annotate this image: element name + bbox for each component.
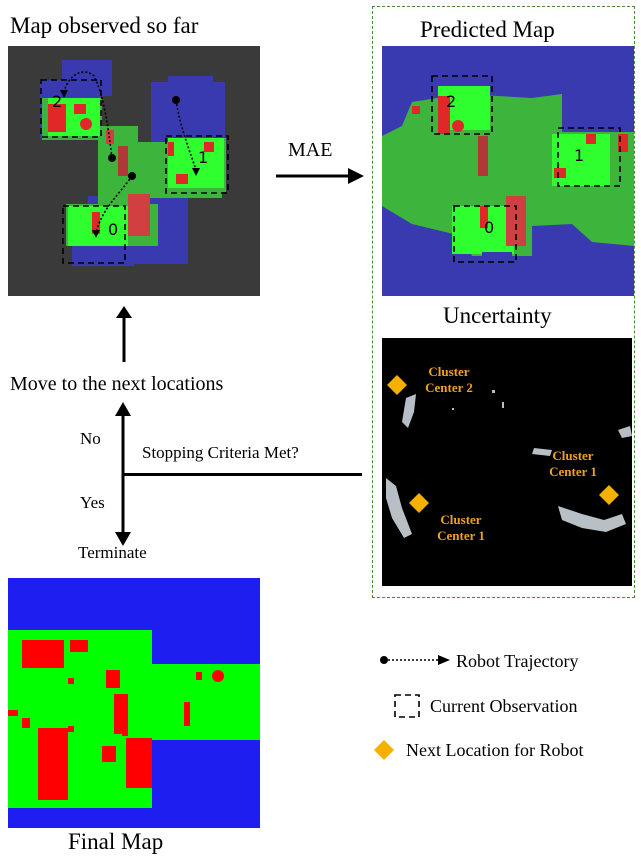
predicted-map-image (382, 46, 634, 296)
stopping-criteria-label: Stopping Criteria Met? (142, 443, 299, 462)
cluster-center-1-right-line2: Center 1 (549, 463, 597, 479)
uncertainty-title: Uncertainty (443, 303, 552, 328)
no-label: No (80, 429, 101, 448)
terminate-label: Terminate (78, 543, 147, 562)
predicted-map-panel: 2 1 0 (382, 46, 634, 296)
legend-trajectory-label: Robot Trajectory (456, 651, 579, 671)
predicted-index-1: 1 (574, 146, 585, 165)
legend-observation-label: Current Observation (430, 696, 578, 716)
final-map-image (8, 578, 260, 828)
observed-map-panel: 2 1 0 (8, 46, 260, 296)
cluster-marker-1-left (409, 493, 429, 513)
move-next-label: Move to the next locations (10, 373, 224, 395)
decision-connector (122, 473, 362, 476)
cluster-center-2-label: Cluster Center 2 (414, 364, 484, 395)
cluster-center-1-left-label: Cluster Center 1 (426, 512, 496, 543)
predicted-index-2: 2 (446, 92, 457, 111)
final-map-panel (8, 578, 260, 828)
observation-index-0: 0 (108, 220, 119, 239)
observation-index-1: 1 (198, 148, 209, 167)
predicted-map-title: Predicted Map (420, 17, 555, 42)
cluster-center-2-line2: Center 2 (425, 379, 473, 395)
cluster-center-1-left-line2: Center 1 (437, 527, 485, 543)
mae-label: MAE (288, 139, 333, 161)
prediction-frame (372, 6, 635, 598)
mae-arrow (276, 168, 364, 184)
cluster-center-1-right-label: Cluster Center 1 (538, 448, 608, 479)
legend-observation-symbol (394, 694, 420, 718)
final-map-title: Final Map (68, 829, 164, 854)
legend-trajectory-symbol (380, 655, 450, 665)
cluster-center-2-line1: Cluster (428, 364, 470, 379)
observed-map-title: Map observed so far (10, 13, 199, 38)
cluster-marker-1-right (599, 485, 619, 505)
predicted-index-0: 0 (484, 218, 495, 237)
observed-map-image (8, 46, 260, 296)
legend-next-location-label: Next Location for Robot (406, 740, 584, 760)
arrow-up-to-observed (116, 306, 132, 362)
cluster-center-1-left-line1: Cluster (440, 512, 482, 527)
cluster-center-1-right-line1: Cluster (552, 448, 594, 463)
uncertainty-panel (382, 338, 632, 586)
yes-label: Yes (80, 493, 105, 512)
legend-next-location-symbol (374, 740, 394, 760)
cluster-marker-2 (387, 375, 407, 395)
uncertainty-image (382, 338, 632, 586)
observation-index-2: 2 (52, 92, 63, 111)
